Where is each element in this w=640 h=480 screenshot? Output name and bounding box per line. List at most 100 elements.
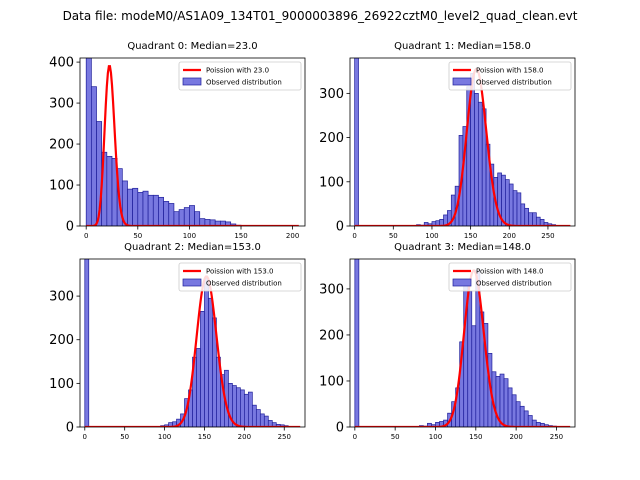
histogram-bar [248, 391, 253, 427]
y-tick-label: 300 [49, 290, 74, 305]
y-tick-label: 400 [49, 56, 74, 71]
histogram-bar [255, 409, 261, 427]
histogram-bar [199, 218, 206, 226]
y-tick-label: 100 [319, 175, 344, 190]
x-tick-label: 100 [158, 433, 171, 441]
histogram-bar [499, 373, 505, 427]
x-tick-label: 200 [238, 433, 251, 441]
legend-label-observed: Observed distribution [206, 79, 282, 87]
legend-label-poisson: Poission with 23.0 [206, 67, 269, 75]
legend: Poission with 23.0 Observed distribution [178, 61, 302, 91]
plot-area [354, 259, 571, 427]
x-tick-label: 50 [120, 433, 129, 441]
legend-box [178, 61, 302, 91]
histogram-bar [91, 86, 97, 226]
panel-title: Quadrant 3: Median=148.0 [394, 242, 531, 253]
histogram-bar [516, 192, 522, 226]
x-tick-label: 0 [353, 433, 357, 441]
histogram-bar [173, 211, 180, 226]
x-tick-label: 150 [469, 433, 482, 441]
histogram-bar [354, 259, 360, 427]
histogram-bar [523, 410, 529, 427]
histogram-bar [471, 325, 477, 427]
x-tick-label: 200 [286, 232, 299, 240]
y-tick-label: 200 [319, 131, 344, 146]
x-tick-label: 0 [84, 232, 88, 240]
histogram-bar [178, 209, 185, 226]
x-tick-label: 100 [425, 232, 438, 240]
x-tick-label: 50 [389, 232, 398, 240]
axes-frame [79, 57, 306, 227]
histogram-bar [511, 394, 517, 427]
panel-title: Quadrant 1: Median=158.0 [394, 41, 531, 52]
panel-title: Quadrant 0: Median=23.0 [127, 41, 257, 52]
x-tick-label: 0 [83, 433, 87, 441]
y-tick-label: 200 [49, 138, 74, 153]
legend-hist-swatch [182, 278, 202, 287]
y-tick-label: 300 [319, 87, 344, 102]
legend-hist-swatch [452, 77, 472, 86]
figure-suptitle: Data file: modeM0/AS1A09_134T01_90000038… [63, 9, 578, 23]
panel-title: Quadrant 2: Median=153.0 [124, 242, 261, 253]
plot-area [84, 259, 301, 427]
y-tick-label: 0 [66, 421, 74, 436]
histogram-bar [467, 290, 473, 427]
histogram-bar [84, 259, 90, 427]
y-tick-label: 200 [49, 333, 74, 348]
histogram-bar [512, 190, 518, 226]
histogram-bar [200, 311, 205, 427]
y-tick-label: 100 [49, 377, 74, 392]
poisson-line [354, 269, 571, 427]
histogram-bar [204, 278, 209, 427]
poisson-line [354, 67, 571, 226]
chart-panel-3: Quadrant 3: Median=148.0 0 100 200 300 0 50 100… [319, 242, 576, 441]
x-tick-label: 50 [133, 232, 142, 240]
histogram-bar [147, 194, 154, 226]
x-tick-label: 150 [234, 232, 247, 240]
histogram-bar [127, 188, 133, 226]
chart-panel-0: Quadrant 0: Median=23.0 0 100 200 300 400 0 50 1… [49, 41, 306, 240]
x-tick-label: 100 [183, 232, 196, 240]
legend-hist-swatch [182, 77, 202, 86]
histogram-bar [519, 405, 525, 427]
y-tick-label: 300 [49, 97, 74, 112]
legend: Poission with 153.0 Observed distribution [178, 262, 302, 292]
histogram-bar [474, 93, 479, 226]
histogram-bar [505, 179, 510, 226]
x-tick-label: 250 [541, 232, 554, 240]
legend-hist-swatch [452, 278, 472, 287]
histogram-bar [163, 201, 170, 226]
histogram-bar [106, 155, 113, 226]
x-tick-label: 50 [391, 433, 400, 441]
histogram-bar [251, 404, 257, 427]
x-tick-label: 0 [352, 232, 356, 240]
histogram-bar [158, 196, 164, 226]
histogram-bar [152, 194, 159, 226]
y-tick-label: 200 [319, 328, 344, 343]
histogram-bar [183, 207, 190, 226]
x-tick-label: 150 [464, 232, 477, 240]
histogram-bar [196, 348, 201, 427]
legend-label-poisson: Poission with 148.0 [476, 268, 544, 276]
histogram-bar [168, 203, 175, 226]
histogram-bar [142, 190, 149, 226]
y-tick-label: 0 [336, 421, 344, 436]
chart-panel-2: Quadrant 2: Median=153.0 0 100 200 300 0 50 100… [49, 242, 306, 441]
histogram-bar [520, 203, 526, 226]
axes-frame [79, 258, 306, 428]
legend: Poission with 158.0 Observed distribution [448, 61, 572, 91]
histogram-bar [194, 211, 201, 226]
histogram-bar [244, 393, 249, 427]
y-tick-label: 100 [49, 179, 74, 194]
legend-label-poisson: Poission with 158.0 [476, 67, 544, 75]
histogram-bar [515, 401, 521, 427]
x-tick-label: 200 [503, 232, 516, 240]
x-tick-label: 200 [509, 433, 522, 441]
poisson-line [84, 275, 301, 427]
legend-box [448, 262, 572, 292]
histogram-bar [508, 183, 514, 226]
histogram-bar [132, 187, 139, 226]
plot-area [85, 58, 299, 226]
legend-label-observed: Observed distribution [206, 280, 282, 288]
